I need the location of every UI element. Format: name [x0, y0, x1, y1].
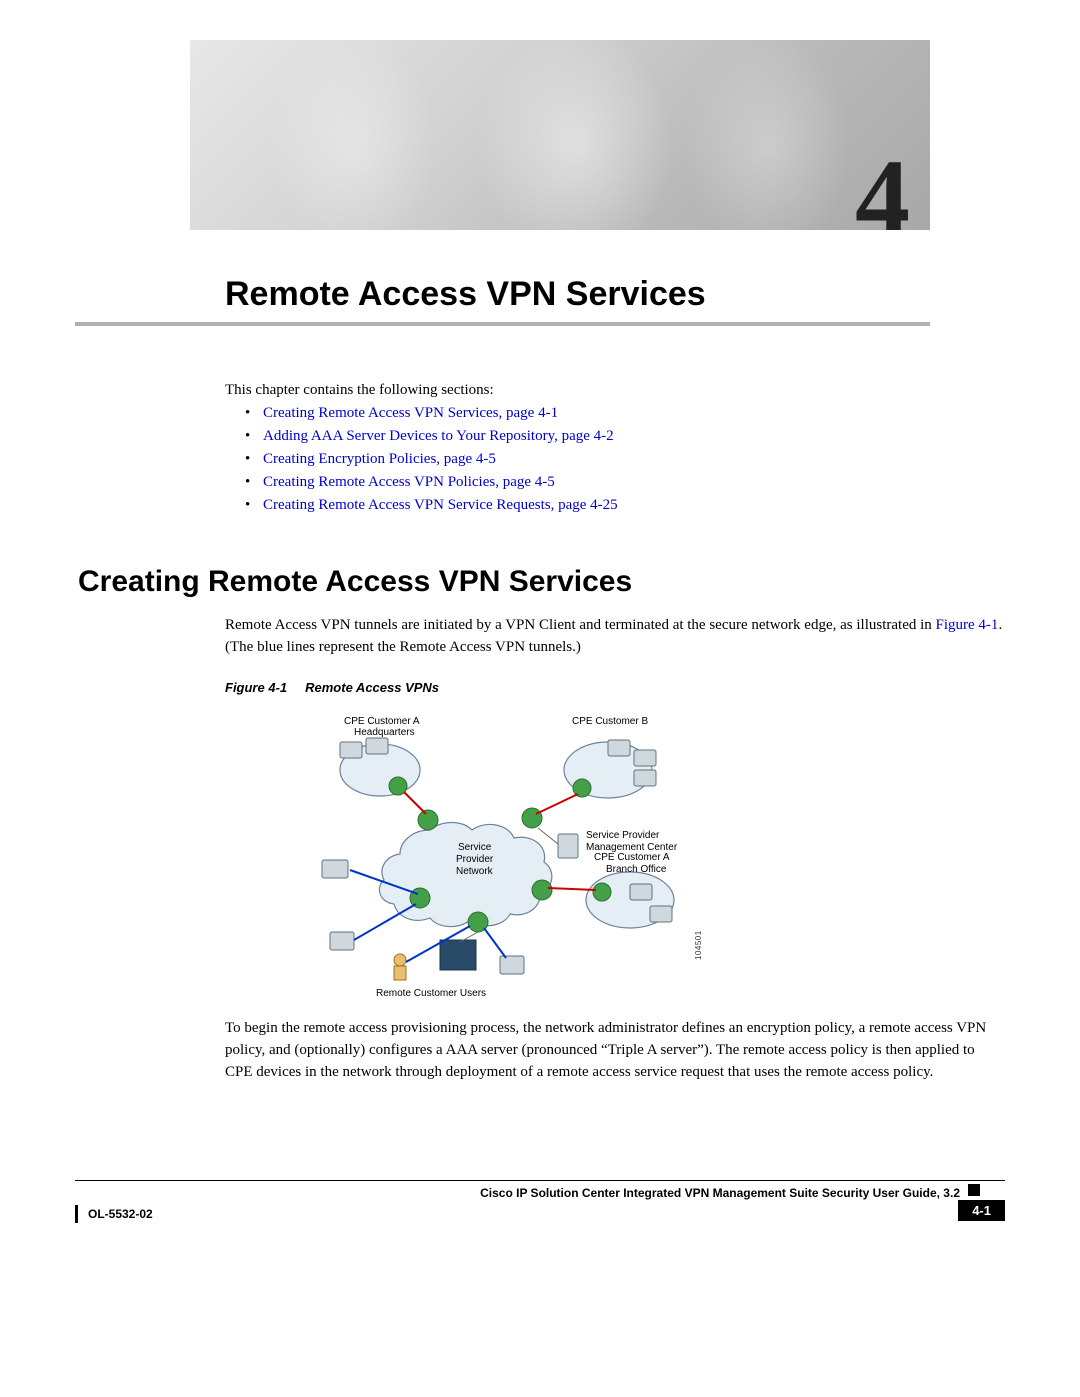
figure-caption-title: Remote Access VPNs	[305, 680, 439, 695]
list-item: • Creating Remote Access VPN Service Req…	[245, 497, 925, 514]
diagram-label-custb: CPE Customer B	[572, 716, 648, 727]
section-paragraph-2: To begin the remote access provisioning …	[225, 1018, 1005, 1083]
diagram-label-spmc2: Management Center	[586, 842, 678, 853]
toc-link[interactable]: Creating Encryption Policies, page 4-5	[263, 451, 496, 468]
toc-link[interactable]: Creating Remote Access VPN Services, pag…	[263, 405, 558, 422]
toc-link[interactable]: Adding AAA Server Devices to Your Reposi…	[263, 428, 614, 445]
figure-reference-link[interactable]: Figure 4-1	[936, 617, 999, 633]
list-item: • Creating Encryption Policies, page 4-5	[245, 451, 925, 468]
bullet-icon: •	[245, 405, 263, 422]
page-number: 4-1	[958, 1200, 1005, 1221]
diagram-label-spn: Service	[458, 842, 492, 853]
section-paragraph-1: Remote Access VPN tunnels are initiated …	[225, 615, 1005, 659]
bullet-icon: •	[245, 428, 263, 445]
bullet-icon: •	[245, 474, 263, 491]
toc-link[interactable]: Creating Remote Access VPN Policies, pag…	[263, 474, 555, 491]
intro-text: This chapter contains the following sect…	[225, 380, 925, 402]
chapter-banner: 4 C H A P T E R	[190, 40, 930, 230]
section-heading: Creating Remote Access VPN Services	[78, 565, 632, 599]
toc-list: • Creating Remote Access VPN Services, p…	[245, 405, 925, 520]
diagram-label-hq: CPE Customer A	[344, 716, 420, 727]
chapter-number: 4	[855, 135, 910, 230]
list-item: • Creating Remote Access VPN Services, p…	[245, 405, 925, 422]
para1-a: Remote Access VPN tunnels are initiated …	[225, 617, 936, 633]
figure-image-id: 104501	[694, 930, 703, 960]
footer-doc-id: OL-5532-02	[75, 1205, 153, 1223]
figure-caption: Figure 4-1 Remote Access VPNs	[225, 680, 439, 695]
list-item: • Adding AAA Server Devices to Your Repo…	[245, 428, 925, 445]
page-title: Remote Access VPN Services	[225, 275, 706, 314]
diagram-label-branch: CPE Customer A	[594, 852, 670, 863]
diagram-label-remote: Remote Customer Users	[376, 988, 486, 999]
figure-caption-label: Figure 4-1	[225, 680, 287, 695]
footer-doc-title: Cisco IP Solution Center Integrated VPN …	[480, 1186, 960, 1200]
diagram-label-branch2: Branch Office	[606, 864, 667, 875]
footer-rule	[75, 1180, 1005, 1181]
diagram-label-hq2: Headquarters	[354, 727, 415, 738]
network-diagram: Service Provider Network CPE Customer A …	[310, 710, 720, 1000]
toc-link[interactable]: Creating Remote Access VPN Service Reque…	[263, 497, 618, 514]
diagram-label-spmc: Service Provider	[586, 830, 660, 841]
footer-marker	[968, 1184, 980, 1196]
bullet-icon: •	[245, 497, 263, 514]
diagram-label-spn3: Network	[456, 866, 494, 877]
chapter-label: C H A P T E R	[572, 228, 830, 230]
title-rule	[75, 322, 930, 326]
bullet-icon: •	[245, 451, 263, 468]
list-item: • Creating Remote Access VPN Policies, p…	[245, 474, 925, 491]
diagram-label-spn2: Provider	[456, 854, 494, 865]
